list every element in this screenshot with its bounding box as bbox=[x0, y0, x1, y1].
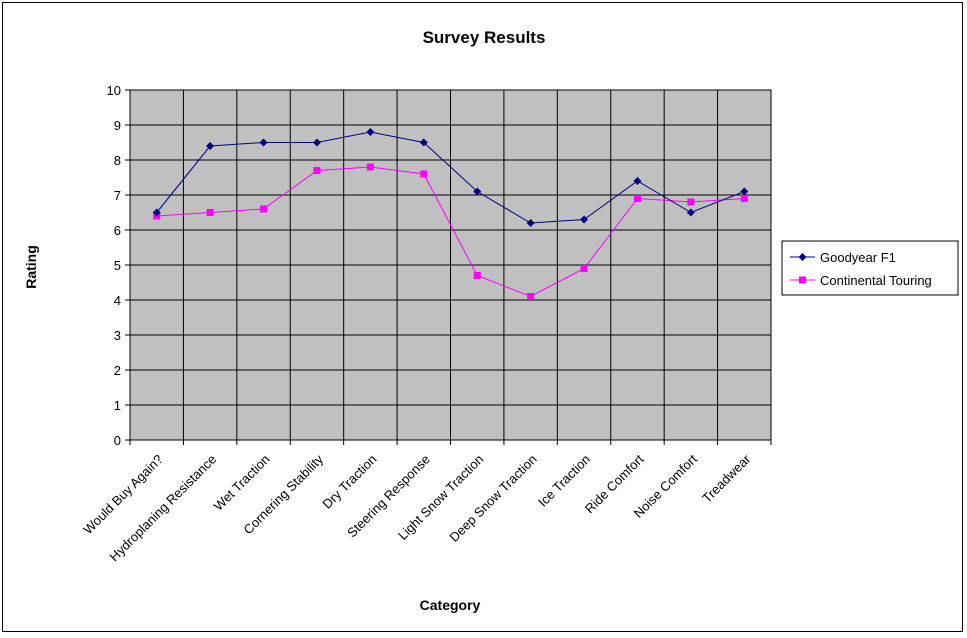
data-point bbox=[312, 138, 321, 147]
x-axis-tick-labels: Would Buy Again?Hydroplaning ResistanceW… bbox=[80, 451, 754, 564]
legend-marker bbox=[798, 253, 807, 261]
legend: Goodyear F1 Continental Touring bbox=[781, 240, 959, 296]
y-tick-label: 2 bbox=[114, 363, 121, 378]
y-tick-label: 4 bbox=[114, 293, 121, 308]
legend-box bbox=[781, 240, 959, 296]
y-axis-title: Rating bbox=[23, 245, 39, 289]
y-tick-label: 5 bbox=[114, 258, 121, 273]
y-tick-label: 7 bbox=[114, 188, 121, 203]
data-point bbox=[419, 138, 428, 147]
x-axis-title: Category bbox=[420, 597, 481, 613]
y-tick-label: 10 bbox=[107, 83, 121, 98]
y-tick-label: 1 bbox=[114, 398, 121, 413]
data-point bbox=[206, 142, 215, 150]
y-tick-label: 6 bbox=[114, 223, 121, 238]
series-layer bbox=[152, 128, 749, 300]
legend-items: Goodyear F1 Continental Touring bbox=[790, 250, 932, 288]
data-point bbox=[473, 187, 482, 196]
y-tick-label: 8 bbox=[114, 153, 121, 168]
data-point bbox=[152, 208, 161, 217]
data-point bbox=[580, 265, 588, 272]
series-line bbox=[156, 131, 745, 224]
x-tick-label: Treadwear bbox=[699, 451, 754, 506]
data-point bbox=[526, 219, 535, 227]
data-point bbox=[633, 195, 641, 202]
y-tick-label: 9 bbox=[114, 118, 121, 133]
legend-marker bbox=[799, 276, 806, 284]
data-point bbox=[527, 293, 535, 300]
data-point bbox=[259, 138, 268, 147]
data-point bbox=[633, 177, 642, 185]
line-chart: Survey Results 0 1 2 3 4 5 6 7 8 9 10 Would Buy Ag… bbox=[23, 28, 959, 613]
data-point bbox=[260, 205, 268, 213]
plot-area bbox=[125, 89, 772, 445]
series-group bbox=[152, 128, 749, 227]
x-tick-label: Ice Traction bbox=[535, 452, 593, 510]
data-point bbox=[206, 209, 214, 216]
data-point bbox=[366, 163, 374, 171]
legend-label: Continental Touring bbox=[820, 273, 932, 288]
data-point bbox=[580, 215, 589, 224]
data-point bbox=[420, 170, 428, 178]
axes bbox=[125, 89, 772, 445]
data-point bbox=[687, 198, 695, 206]
series-group bbox=[153, 163, 748, 300]
data-point bbox=[366, 128, 375, 136]
chart-title: Survey Results bbox=[423, 28, 546, 47]
data-point bbox=[313, 167, 321, 174]
data-point bbox=[740, 195, 748, 202]
x-tick-label: Hydroplaning Resistance bbox=[106, 452, 219, 565]
y-tick-label: 0 bbox=[114, 433, 121, 448]
legend-label: Goodyear F1 bbox=[820, 250, 896, 265]
data-point bbox=[686, 208, 695, 217]
y-axis-tick-labels: 0 1 2 3 4 5 6 7 8 9 10 bbox=[107, 83, 121, 448]
y-tick-label: 3 bbox=[114, 328, 121, 343]
plot-border bbox=[129, 89, 772, 441]
data-point bbox=[473, 272, 481, 279]
series-line bbox=[156, 166, 745, 298]
data-point bbox=[740, 187, 749, 196]
